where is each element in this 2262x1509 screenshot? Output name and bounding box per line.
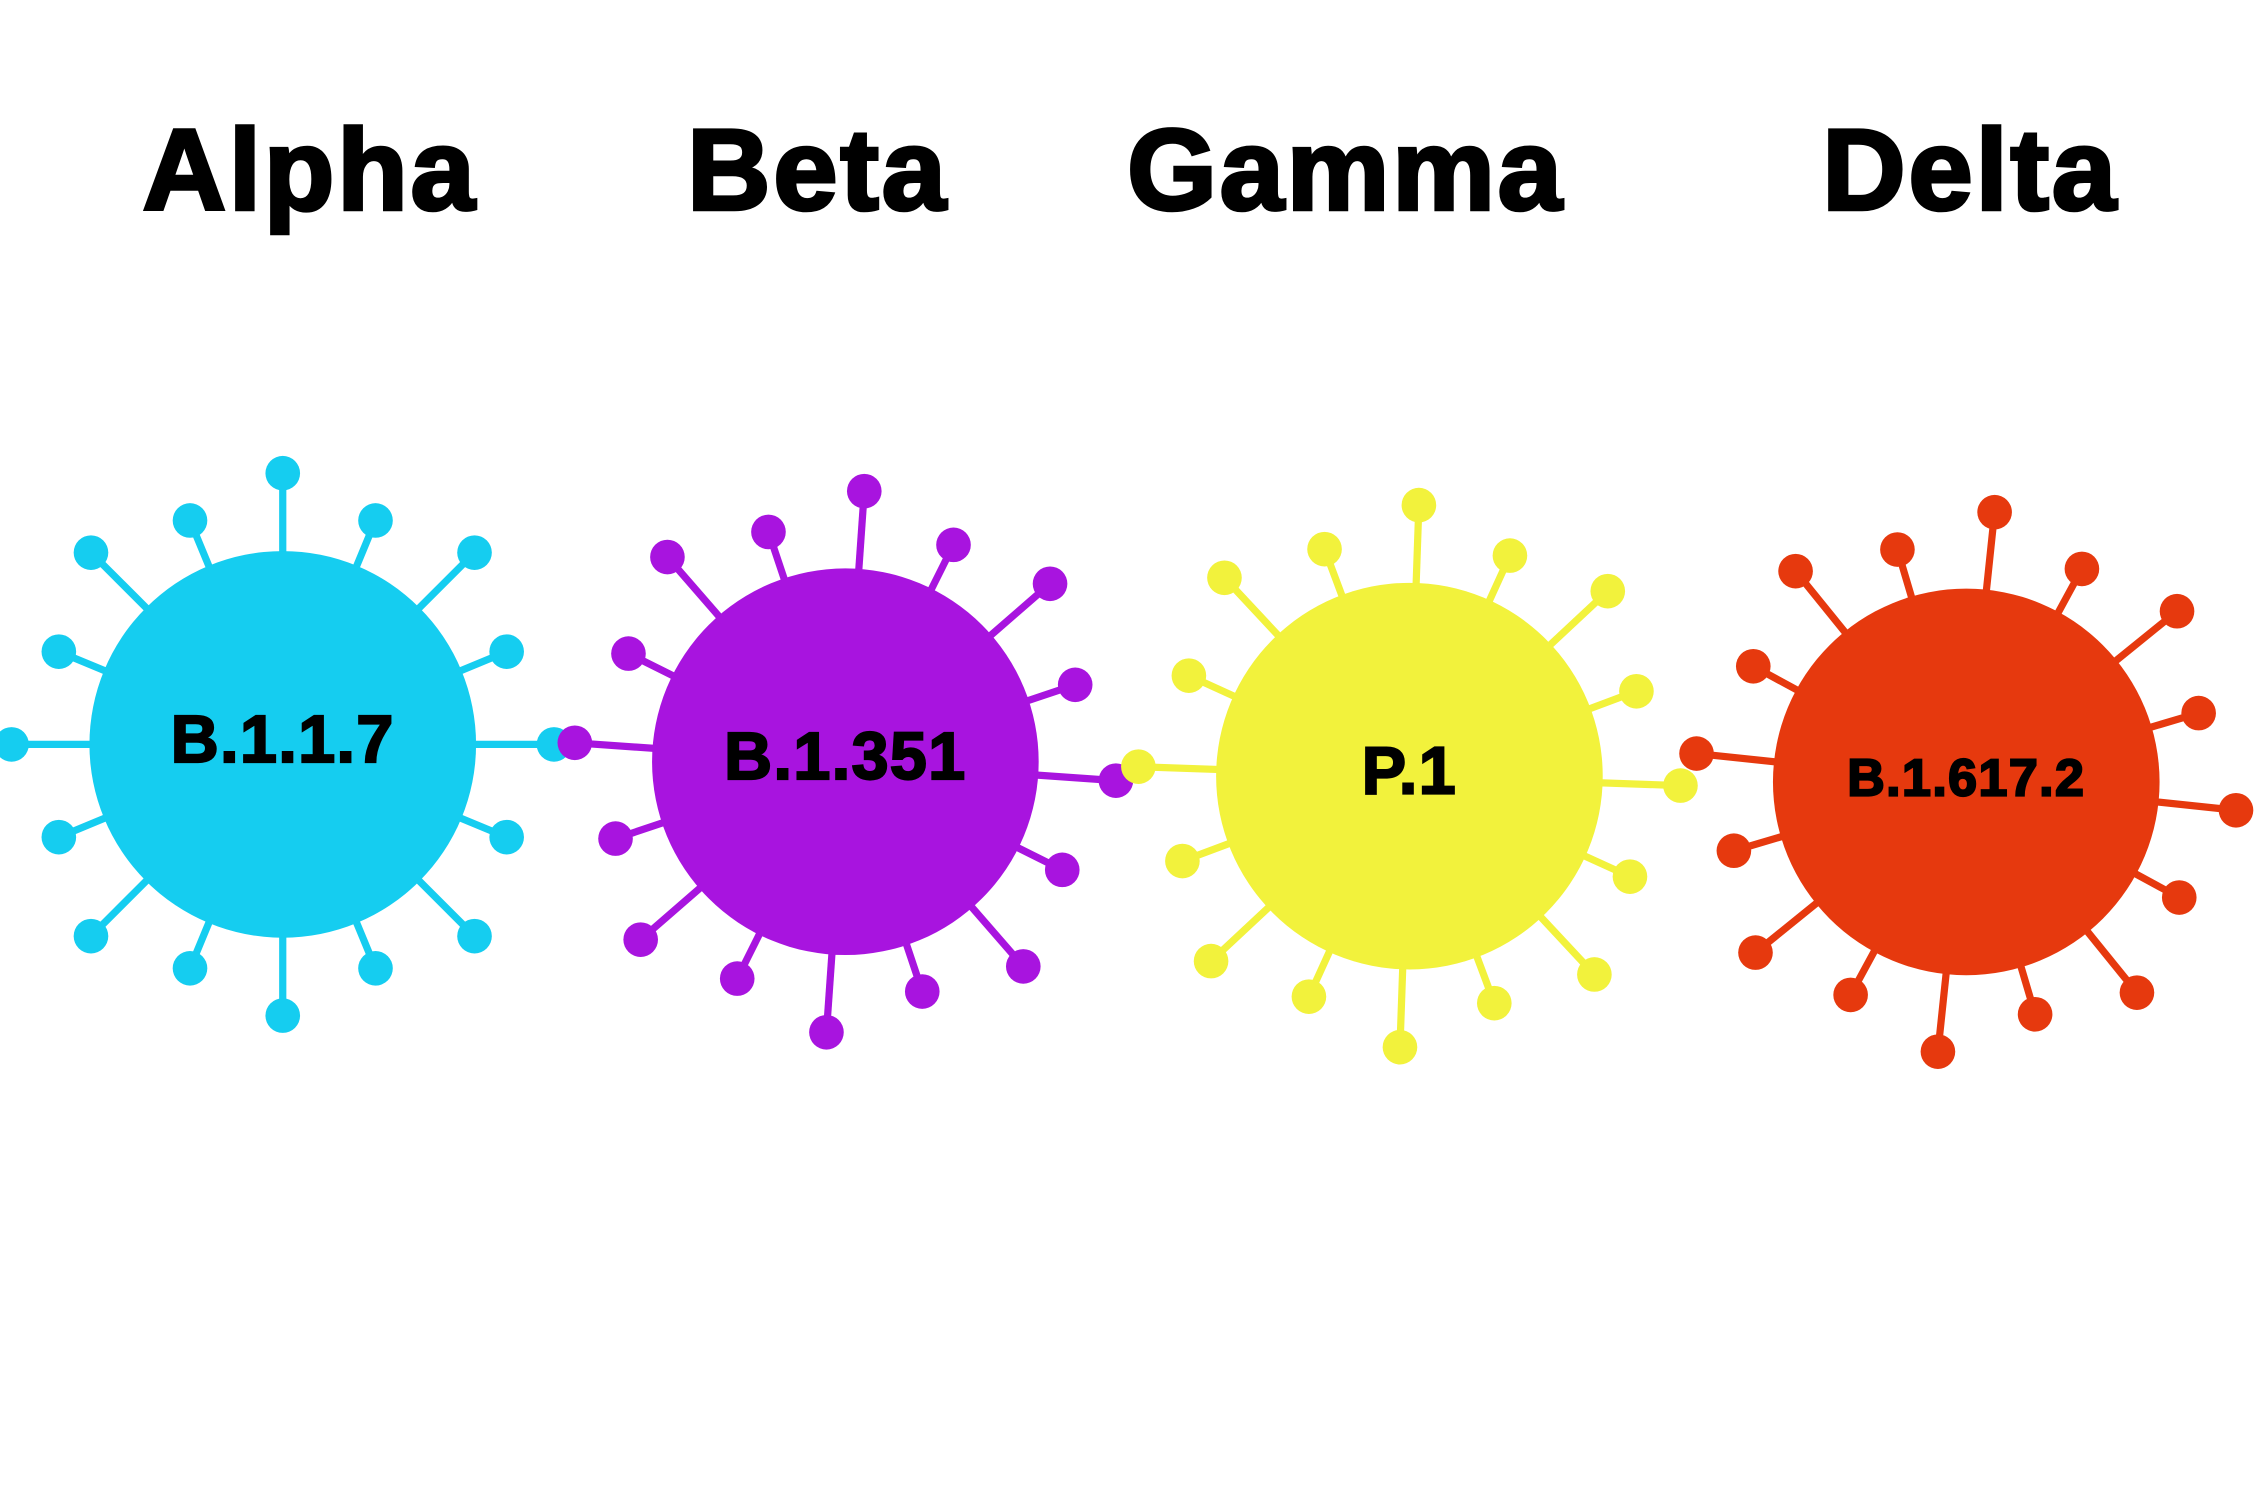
virus: [1121, 487, 1698, 1065]
spike-tip: [1307, 531, 1342, 567]
spike-tip: [611, 636, 646, 671]
variant-name: Gamma: [1127, 106, 1565, 234]
spike-tip: [265, 998, 301, 1033]
virus: [1679, 494, 2254, 1069]
spike-tip: [1679, 736, 1714, 771]
spike-tip: [2159, 593, 2195, 629]
spike-tip: [1121, 749, 1156, 784]
virus-body: [1772, 588, 2160, 976]
spike-tip: [1165, 843, 1200, 879]
virus-body: [652, 568, 1039, 956]
spike-tip: [489, 634, 524, 669]
spike-tip: [1005, 949, 1041, 984]
spike-tip: [1880, 532, 1915, 567]
spike-tip: [650, 539, 685, 575]
spike-tip: [489, 819, 524, 855]
spike-tip: [73, 535, 109, 570]
spike-tip: [1291, 979, 1327, 1014]
spike-tip: [904, 974, 940, 1009]
spike-tip: [41, 819, 77, 855]
spike-tip: [2064, 551, 2100, 587]
spike-tip: [1382, 1029, 1418, 1065]
spike-tip: [0, 727, 29, 762]
variant-name: Beta: [687, 106, 949, 234]
spike-tip: [172, 950, 208, 986]
spike-tip: [1044, 852, 1080, 888]
spike-tip: [265, 455, 301, 491]
lineage-label: B.1.1.7: [171, 703, 395, 777]
spike-tip: [1193, 943, 1229, 979]
lineage-label: B.1.617.2: [1847, 750, 2085, 808]
spike-tip: [2161, 880, 2197, 915]
spike-tip: [846, 473, 882, 509]
spike-tip: [1738, 935, 1773, 970]
spike-tip: [172, 503, 208, 538]
spike-tip: [557, 725, 593, 761]
spike-tip: [623, 922, 658, 957]
spike-tip: [1612, 859, 1648, 894]
spike-tip: [1735, 648, 1771, 684]
spike-tip: [1778, 553, 1813, 589]
spike-tip: [457, 918, 492, 954]
spike-tip: [936, 527, 971, 563]
variant-name: Alpha: [143, 106, 478, 234]
spike-tip: [2218, 792, 2254, 828]
spike-tip: [598, 821, 633, 856]
spike-tip: [1401, 487, 1437, 523]
virus-body: [1216, 582, 1603, 970]
spike-tip: [1619, 673, 1654, 709]
spike-tip: [2119, 975, 2155, 1010]
spike-tip: [1032, 566, 1068, 602]
spike-tip: [1716, 833, 1752, 869]
virus-body: [89, 551, 477, 938]
spike-tip: [1590, 573, 1626, 609]
spike-tip: [1833, 977, 1868, 1013]
spike-tip: [2181, 695, 2216, 731]
spike-tip: [358, 503, 393, 538]
spike-tip: [1577, 957, 1612, 992]
spike-tip: [41, 634, 77, 669]
variant-name: Delta: [1822, 106, 2119, 234]
spike-tip: [2017, 996, 2053, 1032]
spike-tip: [1977, 494, 2012, 530]
spike-tip: [358, 950, 393, 986]
spike-tip: [1207, 560, 1242, 596]
spike-tip: [1920, 1034, 1956, 1069]
spike-tip: [719, 961, 755, 996]
spike-tip: [1663, 768, 1698, 803]
spike-tip: [751, 514, 786, 550]
spike-tip: [1057, 667, 1093, 703]
spike-tip: [1171, 658, 1207, 693]
spike-tip: [1492, 538, 1528, 573]
spike-tip: [457, 535, 492, 570]
virus: [557, 473, 1134, 1050]
spike-tip: [73, 918, 109, 954]
lineage-label: P.1: [1362, 735, 1457, 809]
lineage-label: B.1.351: [724, 720, 966, 794]
spike-tip: [809, 1014, 844, 1050]
spike-tip: [1476, 985, 1512, 1021]
